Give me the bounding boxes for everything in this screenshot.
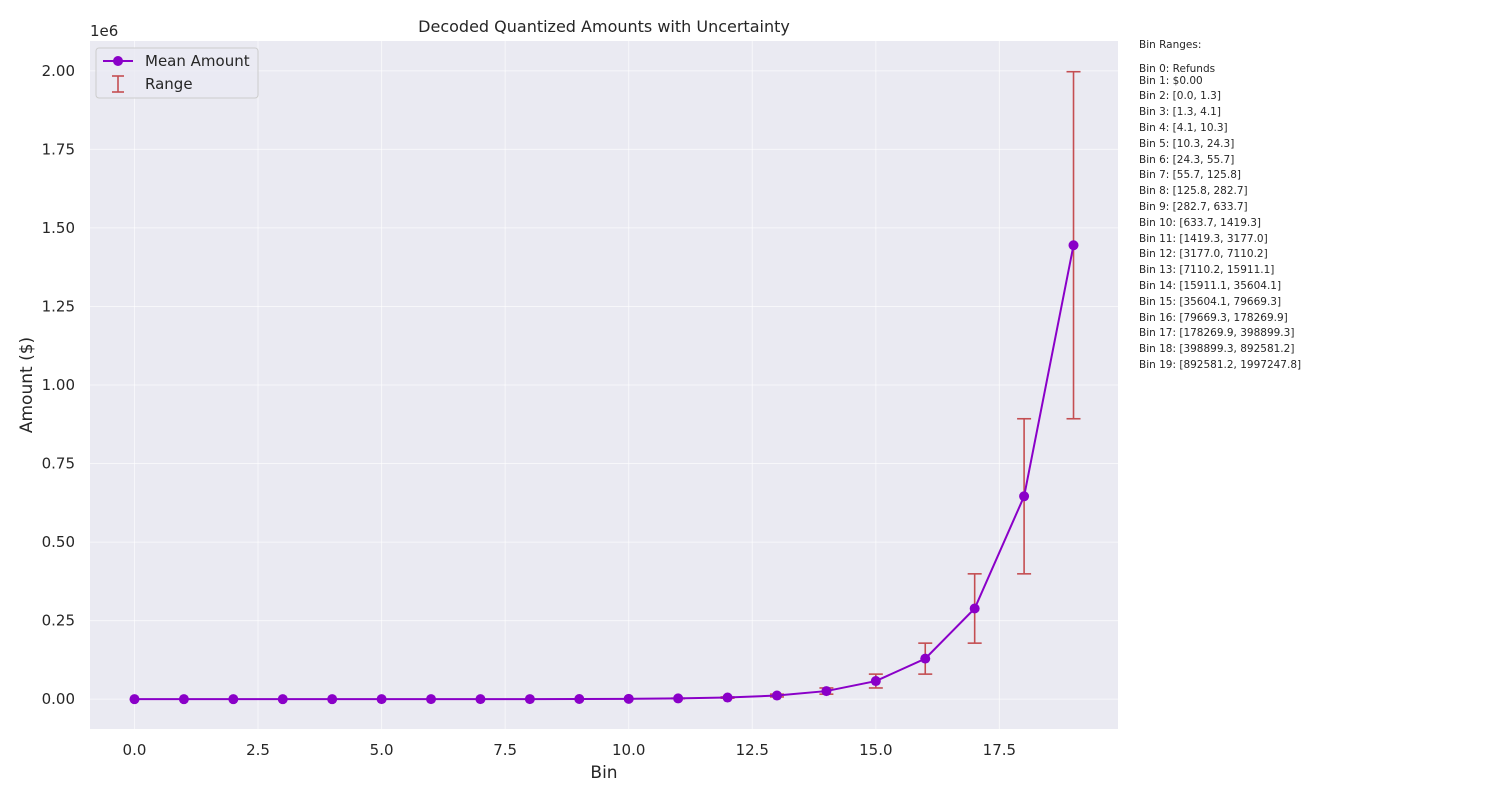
y-tick-label: 0.00 bbox=[42, 690, 75, 708]
y-tick-label: 1.00 bbox=[42, 376, 75, 394]
data-point bbox=[426, 694, 437, 705]
data-point bbox=[623, 693, 634, 704]
bin-range-line: Bin 13: [7110.2, 15911.1] bbox=[1139, 264, 1275, 277]
x-tick-label: 17.5 bbox=[983, 741, 1016, 759]
marker-series bbox=[129, 240, 1079, 705]
data-point bbox=[327, 694, 338, 705]
bin-range-line: Bin 8: [125.8, 282.7] bbox=[1139, 185, 1248, 198]
bin-ranges-heading: Bin Ranges: bbox=[1139, 39, 1202, 51]
y-tick-labels: 0.00 0.25 0.50 0.75 1.00 1.25 1.50 1.75 2.00 bbox=[42, 62, 75, 708]
data-point bbox=[771, 690, 782, 701]
data-point bbox=[673, 693, 684, 704]
bin-range-line: Bin 11: [1419.3, 3177.0] bbox=[1139, 232, 1268, 245]
data-point bbox=[821, 686, 832, 697]
data-point bbox=[524, 694, 535, 705]
bin-range-line: Bin 19: [892581.2, 1997247.8] bbox=[1139, 358, 1302, 371]
bin-range-line: Bin 9: [282.7, 633.7] bbox=[1139, 200, 1248, 213]
bin-range-line: Bin 12: [3177.0, 7110.2] bbox=[1139, 248, 1268, 261]
y-axis-title: Amount ($) bbox=[17, 337, 37, 433]
bin-range-line: Bin 2: [0.0, 1.3] bbox=[1139, 90, 1221, 103]
bin-range-line: Bin 5: [10.3, 24.3] bbox=[1139, 137, 1235, 150]
y-tick-label: 1.50 bbox=[42, 219, 75, 237]
bin-range-line: Bin 14: [15911.1, 35604.1] bbox=[1139, 279, 1282, 292]
bin-range-line: Bin 4: [4.1, 10.3] bbox=[1139, 121, 1228, 134]
bin-ranges-note: Bin Ranges: Bin 0: Refunds Bin 1: $0.00 Bi… bbox=[1139, 38, 1301, 374]
y-tick-label: 0.75 bbox=[42, 455, 75, 473]
chart-title: Decoded Quantized Amounts with Uncertain… bbox=[418, 17, 790, 36]
y-tick-label: 0.50 bbox=[42, 533, 75, 551]
bin-range-line: Bin 6: [24.3, 55.7] bbox=[1139, 153, 1235, 166]
bin-range-line: Bin 10: [633.7, 1419.3] bbox=[1139, 216, 1262, 229]
x-tick-label: 10.0 bbox=[612, 741, 645, 759]
x-tick-labels: 0.0 2.5 5.0 7.5 10.0 12.5 15.0 17.5 bbox=[123, 741, 1017, 759]
note-spacer bbox=[1139, 54, 1301, 62]
bin-range-line: Bin 16: [79669.3, 178269.9] bbox=[1139, 311, 1288, 324]
bin-range-line: Bin 17: [178269.9, 398899.3] bbox=[1139, 327, 1295, 340]
legend-label-range: Range bbox=[145, 75, 193, 93]
data-point bbox=[920, 653, 931, 664]
legend-errorbar-swatch bbox=[112, 75, 124, 93]
data-point bbox=[574, 694, 585, 705]
data-point bbox=[1068, 240, 1079, 251]
x-tick-label: 7.5 bbox=[493, 741, 517, 759]
data-point bbox=[475, 694, 486, 705]
y-tick-label: 2.00 bbox=[42, 62, 75, 80]
x-tick-label: 15.0 bbox=[859, 741, 892, 759]
data-point bbox=[1019, 491, 1030, 502]
bin-range-line: Bin 3: [1.3, 4.1] bbox=[1139, 106, 1221, 119]
legend-box bbox=[95, 47, 259, 99]
data-point bbox=[277, 694, 288, 705]
bin-range-line: Bin 15: [35604.1, 79669.3] bbox=[1139, 295, 1282, 308]
x-axis-title: Bin bbox=[590, 763, 617, 783]
y-tick-label: 1.25 bbox=[42, 297, 75, 315]
bin-range-line: Bin 0: Refunds bbox=[1139, 62, 1216, 75]
data-point bbox=[228, 694, 239, 705]
bin-ranges-list: Bin 0: Refunds Bin 1: $0.00 Bin 2: [0.0, 1… bbox=[1139, 62, 1301, 374]
bin-range-line: Bin 1: $0.00 bbox=[1139, 74, 1203, 87]
legend-marker-swatch bbox=[113, 56, 123, 66]
y-offset-text: 1e6 bbox=[90, 22, 118, 40]
x-tick-label: 12.5 bbox=[736, 741, 769, 759]
data-point bbox=[722, 692, 733, 703]
data-point bbox=[969, 603, 980, 614]
y-tick-label: 0.25 bbox=[42, 612, 75, 630]
x-tick-label: 2.5 bbox=[246, 741, 270, 759]
y-tick-label: 1.75 bbox=[42, 140, 75, 158]
bin-range-line: Bin 18: [398899.3, 892581.2] bbox=[1139, 343, 1295, 356]
bin-range-line: Bin 7: [55.7, 125.8] bbox=[1139, 169, 1241, 182]
data-point bbox=[178, 694, 189, 705]
data-point bbox=[870, 676, 881, 687]
x-tick-label: 0.0 bbox=[123, 741, 147, 759]
data-point bbox=[376, 694, 387, 705]
mean-line-series bbox=[134, 245, 1075, 701]
x-tick-label: 5.0 bbox=[370, 741, 394, 759]
legend-label-mean: Mean Amount bbox=[145, 52, 250, 70]
legend: Mean Amount Range bbox=[95, 47, 259, 99]
mean-amount-line bbox=[134, 245, 1075, 701]
data-point bbox=[129, 694, 140, 705]
